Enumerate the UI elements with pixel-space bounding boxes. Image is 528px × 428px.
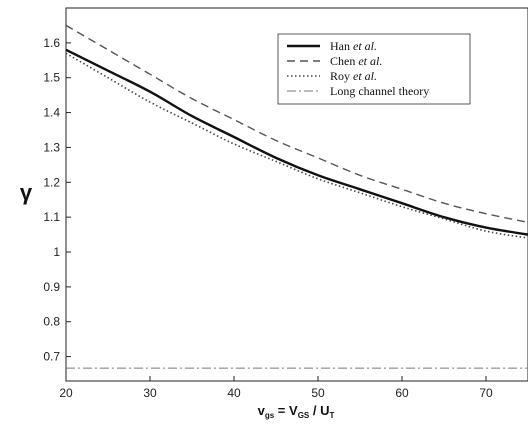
x-label-main: v	[258, 403, 266, 418]
y-tick-label: 1	[53, 245, 60, 259]
plot-frame	[65, 7, 528, 382]
legend: Han et al.Chen et al.Roy et al.Long chan…	[277, 33, 471, 105]
legend-name: Han	[330, 39, 350, 53]
x-tick-label: 40	[227, 386, 241, 400]
x-label-div: / U	[309, 403, 329, 418]
y-tick-label: 0.8	[43, 315, 60, 329]
x-axis-ticks: 20 30 40 50 60 70	[59, 376, 493, 400]
y-tick-label: 0.7	[43, 350, 60, 364]
legend-name-suffix: et al.	[350, 39, 377, 53]
x-label-main-sub: gs	[265, 411, 275, 420]
series-line-2	[65, 52, 528, 239]
legend-label-1: Chen et al.	[330, 54, 382, 68]
y-tick-label: 1.4	[43, 106, 60, 120]
y-tick-label: 1.3	[43, 140, 60, 154]
x-tick-label: 60	[395, 386, 409, 400]
y-axis-label: γ	[20, 180, 33, 205]
y-axis-ticks: 0.7 0.8 0.9 1 1.1 1.2 1.3 1.4 1.5 1.6	[43, 36, 71, 364]
legend-name: Chen	[330, 54, 355, 68]
y-tick-label: 1.1	[43, 210, 60, 224]
legend-label-0: Han et al.	[330, 39, 377, 53]
legend-label-3: Long channel theory	[330, 84, 429, 98]
x-label-eq: = V	[274, 403, 298, 418]
legend-name-suffix: et al.	[350, 69, 377, 83]
legend-name: Roy	[330, 69, 350, 83]
x-tick-label: 20	[59, 386, 73, 400]
series-lines	[65, 24, 528, 369]
legend-name: Long channel theory	[330, 84, 429, 98]
legend-items: Han et al.Chen et al.Roy et al.Long chan…	[287, 39, 429, 98]
y-tick-label: 0.9	[43, 280, 60, 294]
y-tick-label: 1.2	[43, 175, 60, 189]
x-axis-label: vgs = VGS / UT	[258, 403, 335, 420]
x-label-eq-sub: GS	[298, 411, 310, 420]
y-tick-label: 1.6	[43, 36, 60, 50]
series-line-1	[65, 24, 528, 224]
x-tick-label: 70	[479, 386, 493, 400]
legend-name-suffix: et al.	[355, 54, 382, 68]
x-label-div-sub: T	[329, 411, 334, 420]
series-line-0	[65, 48, 528, 236]
x-tick-label: 30	[143, 386, 157, 400]
legend-label-2: Roy et al.	[330, 69, 377, 83]
y-tick-label: 1.5	[43, 71, 60, 85]
x-tick-label: 50	[311, 386, 325, 400]
